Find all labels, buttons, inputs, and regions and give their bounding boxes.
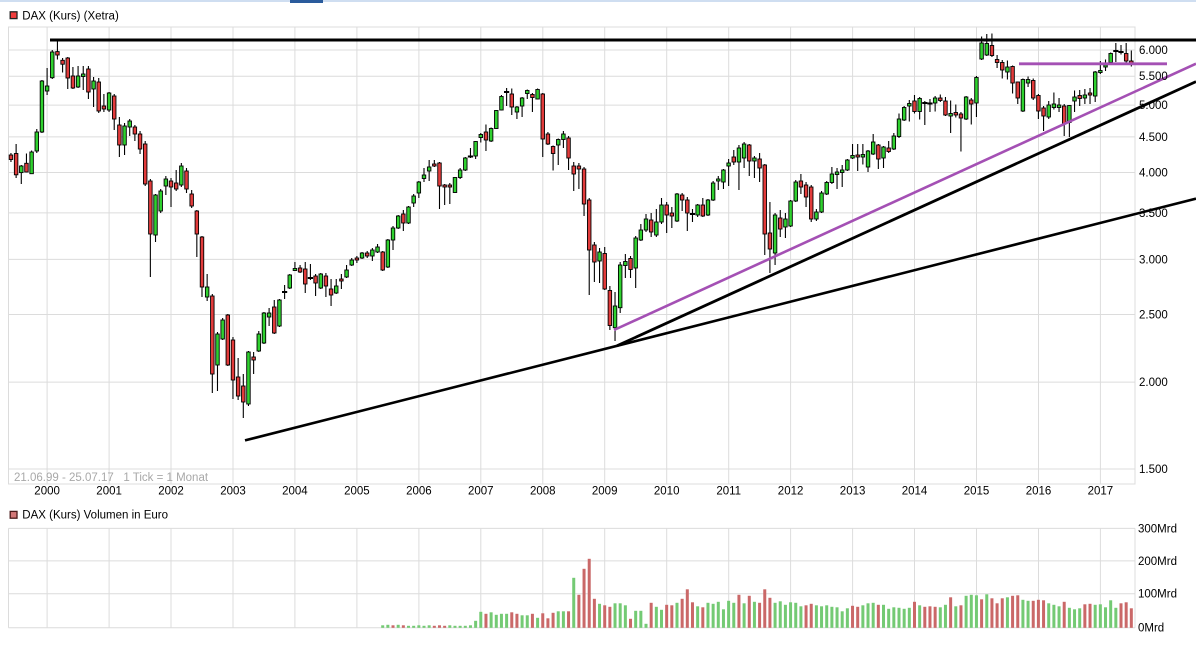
svg-text:5.500: 5.500 bbox=[1139, 71, 1168, 83]
svg-text:6.000: 6.000 bbox=[1139, 45, 1168, 57]
svg-text:3.000: 3.000 bbox=[1139, 254, 1168, 266]
svg-text:2000: 2000 bbox=[34, 486, 60, 498]
svg-text:2015: 2015 bbox=[964, 486, 990, 498]
svg-text:2003: 2003 bbox=[220, 486, 246, 498]
svg-text:2001: 2001 bbox=[96, 486, 122, 498]
svg-text:4.000: 4.000 bbox=[1139, 167, 1168, 179]
svg-text:3.500: 3.500 bbox=[1139, 208, 1168, 220]
svg-text:200Mrd: 200Mrd bbox=[1138, 556, 1177, 568]
svg-text:2.000: 2.000 bbox=[1139, 377, 1168, 389]
svg-text:2012: 2012 bbox=[778, 486, 804, 498]
svg-text:2004: 2004 bbox=[282, 486, 308, 498]
svg-text:2017: 2017 bbox=[1088, 486, 1114, 498]
svg-text:2006: 2006 bbox=[406, 486, 432, 498]
svg-text:1.500: 1.500 bbox=[1139, 464, 1168, 476]
svg-text:300Mrd: 300Mrd bbox=[1138, 523, 1177, 535]
svg-text:4.500: 4.500 bbox=[1139, 132, 1168, 144]
svg-text:2011: 2011 bbox=[716, 486, 741, 498]
svg-text:2002: 2002 bbox=[158, 486, 184, 498]
svg-text:2013: 2013 bbox=[840, 486, 866, 498]
svg-text:0Mrd: 0Mrd bbox=[1138, 623, 1164, 635]
svg-text:DAX (Kurs) Volumen in Euro: DAX (Kurs) Volumen in Euro bbox=[22, 509, 168, 521]
svg-text:2007: 2007 bbox=[468, 486, 494, 498]
svg-text:2016: 2016 bbox=[1026, 486, 1052, 498]
svg-text:21.06.99 - 25.07.17 1 Tick =: 21.06.99 - 25.07.17 1 Tick = 1 Monat bbox=[14, 472, 209, 484]
svg-text:2010: 2010 bbox=[654, 486, 680, 498]
svg-text:2008: 2008 bbox=[530, 486, 556, 498]
svg-text:DAX (Kurs) (Xetra): DAX (Kurs) (Xetra) bbox=[22, 11, 119, 23]
svg-text:100Mrd: 100Mrd bbox=[1138, 589, 1177, 601]
svg-text:5.000: 5.000 bbox=[1139, 100, 1168, 112]
svg-text:2009: 2009 bbox=[592, 486, 618, 498]
svg-text:2005: 2005 bbox=[344, 486, 370, 498]
svg-text:2014: 2014 bbox=[902, 486, 928, 498]
svg-text:2.500: 2.500 bbox=[1139, 309, 1168, 321]
